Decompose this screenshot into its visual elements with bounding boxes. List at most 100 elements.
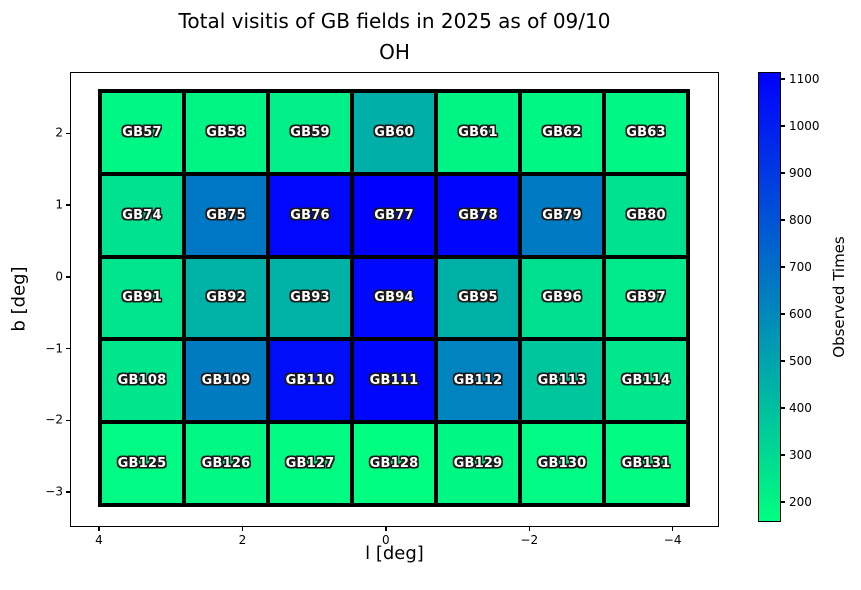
colorbar-tick	[781, 360, 785, 362]
colorbar-tick-label: 500	[789, 353, 812, 368]
chart-title-line2: OH	[379, 40, 410, 64]
field-cell: GB59	[268, 91, 352, 174]
y-tick-label: −1	[45, 340, 63, 355]
y-tick-label: 0	[55, 269, 63, 284]
field-cell: GB91	[100, 256, 184, 340]
colorbar-tick-label: 800	[789, 213, 812, 228]
colorbar-tick-label: 1100	[789, 72, 820, 87]
field-cell: GB94	[352, 256, 436, 340]
field-cell: GB130	[520, 422, 604, 505]
chart-title: Total visitis of GB fields in 2025 as of…	[70, 6, 719, 68]
field-cell-label: GB58	[206, 124, 246, 140]
field-cell-label: GB95	[458, 290, 498, 306]
field-cell: GB62	[520, 91, 604, 174]
field-cell: GB111	[352, 339, 436, 423]
colorbar-tick	[781, 266, 785, 268]
field-cell: GB58	[184, 91, 268, 174]
field-cell: GB75	[184, 173, 268, 257]
field-cell: GB128	[352, 422, 436, 505]
field-cell-label: GB125	[117, 456, 167, 472]
field-cell-label: GB113	[537, 373, 587, 389]
field-cell-label: GB97	[626, 290, 666, 306]
field-cell-label: GB108	[117, 373, 167, 389]
x-tick	[385, 526, 387, 531]
field-cell-label: GB111	[369, 373, 419, 389]
y-tick	[66, 347, 71, 350]
field-cell-label: GB61	[458, 124, 498, 140]
plot-area: GB57 GB58 GB59 GB60 GB61 GB62 GB63 GB74 GB75 GB76…	[45, 72, 719, 547]
field-cell: GB127	[268, 422, 352, 505]
x-tick	[528, 526, 530, 531]
y-tick	[66, 491, 71, 493]
field-cell-label: GB79	[542, 207, 582, 223]
colorbar-tick-label: 300	[789, 447, 812, 462]
y-tick-label: 2	[55, 125, 63, 140]
chart-title-line1: Total visitis of GB fields in 2025 as of…	[178, 9, 611, 33]
field-cell-label: GB94	[374, 290, 414, 306]
field-cell: GB76	[268, 173, 352, 257]
colorbar-tick-label: 600	[789, 306, 812, 321]
field-cell-label: GB77	[374, 207, 414, 223]
field-cell-label: GB114	[621, 373, 671, 389]
field-cell: GB96	[520, 256, 604, 340]
field-cell: GB110	[268, 339, 352, 423]
field-cell-label: GB126	[201, 456, 251, 472]
field-cell: GB113	[520, 339, 604, 423]
x-axis-label: l [deg]	[365, 543, 424, 564]
field-cell: GB129	[436, 422, 520, 505]
field-cell-label: GB128	[369, 456, 419, 472]
field-cell: GB114	[604, 339, 688, 423]
colorbar-tick	[781, 407, 785, 409]
field-cell-label: GB112	[453, 373, 503, 389]
x-tick	[671, 526, 674, 531]
x-tick-label: −2	[520, 533, 539, 547]
field-cell-label: GB78	[458, 207, 498, 223]
field-cell-label: GB80	[626, 207, 666, 223]
field-cell: GB57	[100, 91, 184, 174]
colorbar-tick	[781, 219, 785, 221]
field-cell-label: GB130	[537, 456, 587, 472]
field-cell: GB93	[268, 256, 352, 340]
colorbar-tick-label: 1000	[789, 119, 820, 134]
field-cell: GB112	[436, 339, 520, 423]
x-tick-label: 0	[381, 533, 390, 547]
colorbar-tick	[781, 125, 785, 127]
y-tick-label: 1	[55, 197, 63, 212]
field-cell-label: GB96	[542, 290, 582, 306]
heatmap-grid: GB57 GB58 GB59 GB60 GB61 GB62 GB63 GB74 GB75 GB76…	[98, 89, 690, 507]
field-cell-label: GB91	[122, 290, 162, 306]
field-cell: GB77	[352, 173, 436, 257]
field-cell-label: GB129	[453, 456, 503, 472]
field-cell: GB60	[352, 91, 436, 174]
colorbar-tick	[781, 501, 785, 503]
colorbar: 200 300 400 500 600 700 800 900 1000 1100	[758, 72, 820, 522]
colorbar-tick-label: 700	[789, 259, 812, 274]
field-cell: GB126	[184, 422, 268, 505]
field-cell-label: GB127	[285, 456, 335, 472]
field-cell: GB61	[436, 91, 520, 174]
colorbar-tick	[781, 172, 785, 174]
field-cell-label: GB76	[290, 207, 330, 223]
x-tick-label: −4	[663, 533, 682, 547]
field-cell: GB131	[604, 422, 688, 505]
field-cell-label: GB57	[122, 124, 162, 140]
colorbar-tick-label: 900	[789, 166, 812, 181]
field-cell: GB109	[184, 339, 268, 423]
field-cell: GB108	[100, 339, 184, 423]
field-cell-label: GB131	[621, 456, 671, 472]
field-cell: GB125	[100, 422, 184, 505]
field-cell-label: GB63	[626, 124, 666, 140]
field-cell-label: GB110	[285, 373, 335, 389]
field-cell-label: GB62	[542, 124, 582, 140]
y-tick-label: −2	[45, 412, 63, 427]
field-cell: GB92	[184, 256, 268, 340]
field-cell: GB63	[604, 91, 688, 174]
x-tick-label: 2	[238, 533, 247, 547]
field-cell: GB95	[436, 256, 520, 340]
colorbar-tick-label: 400	[789, 400, 812, 415]
field-cell: GB97	[604, 256, 688, 340]
y-tick	[66, 204, 71, 206]
field-cell: GB80	[604, 173, 688, 257]
y-tick-label: −3	[45, 484, 63, 499]
